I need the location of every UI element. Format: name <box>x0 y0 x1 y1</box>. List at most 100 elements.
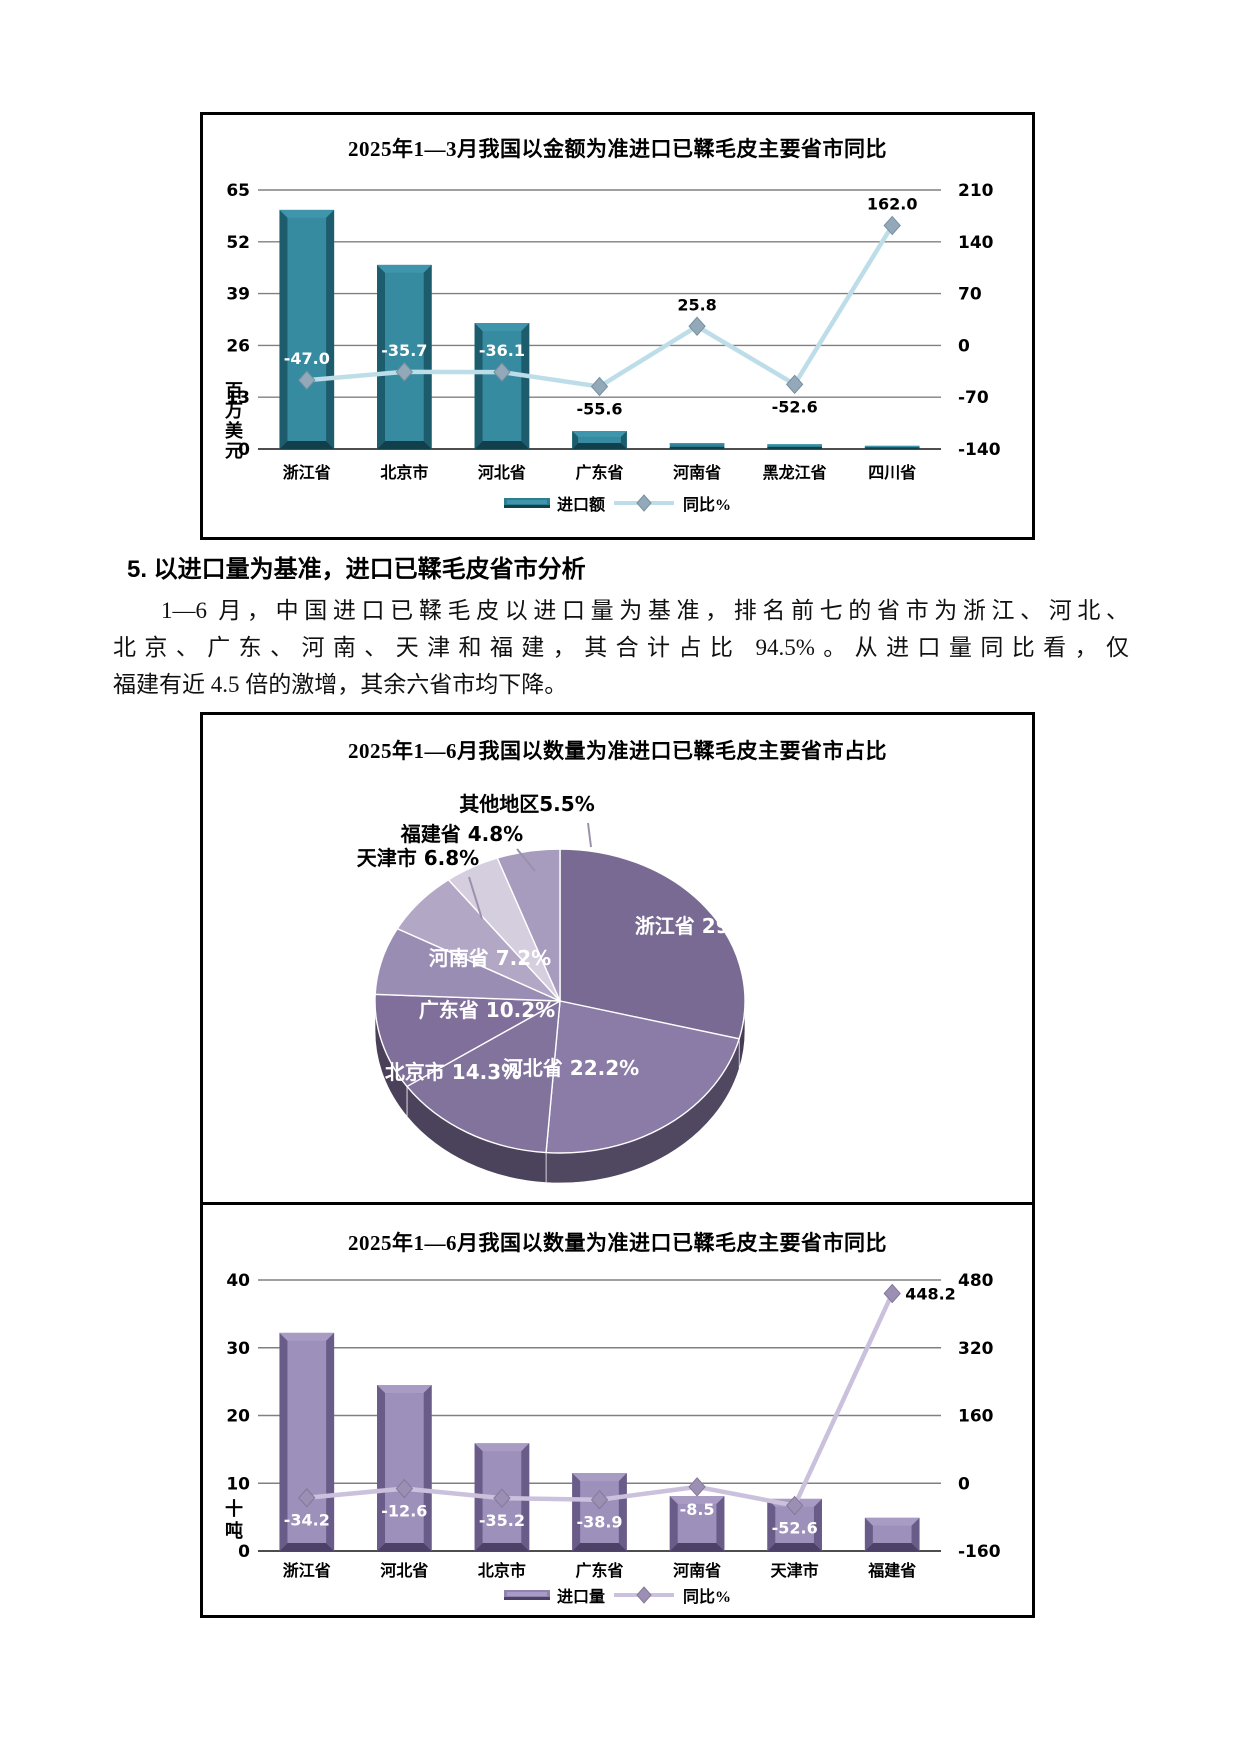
bar <box>572 431 627 449</box>
pie-slice <box>545 1000 740 1154</box>
section-paragraph: 1—6 月，中国进口已鞣毛皮以进口量为基准，排名前七的省市为浙江、河北、 北京、… <box>113 592 1129 703</box>
category-label: 四川省 <box>868 463 916 482</box>
data-label: -12.6 <box>381 1502 427 1521</box>
legend-line-swatch <box>612 1586 676 1604</box>
qty-yoy-chart-figure: 2025年1—6月我国以数量为准进口已鞣毛皮主要省市同比 40 30 20 10 0 48… <box>200 1202 1035 1618</box>
value-yoy-chart-legend: 进口额 同比% <box>203 491 1032 515</box>
data-label: -52.6 <box>772 1519 818 1538</box>
category-label: 福建省 <box>867 1561 916 1580</box>
bar <box>474 323 530 449</box>
category-label: 广东省 <box>575 463 623 482</box>
qty-yoy-chart-plot: 40 30 20 10 0 480 320 160 0 -160 十吨 -34.2 -12.6 -35.2… <box>225 1271 1001 1580</box>
svg-text:百: 百 <box>225 381 243 402</box>
pie-slice-label: 广东省 10.2% <box>419 998 555 1022</box>
bar <box>572 1473 627 1551</box>
data-label: -55.6 <box>576 400 622 419</box>
line-marker <box>636 494 652 512</box>
svg-text:万: 万 <box>224 401 243 422</box>
line-marker <box>590 376 609 397</box>
pie-slice-label: 天津市 6.8% <box>357 846 479 870</box>
bar <box>767 444 822 449</box>
left-tick-label: 20 <box>226 1407 250 1427</box>
section-heading: 5. 以进口量为基准，进口已鞣毛皮省市分析 <box>127 556 586 583</box>
legend-bar-swatch <box>503 496 550 510</box>
line-marker <box>298 1487 316 1508</box>
svg-text:十: 十 <box>225 1498 243 1520</box>
category-label: 浙江省 <box>283 1561 331 1580</box>
data-label: -35.2 <box>479 1511 525 1530</box>
data-label: -47.0 <box>284 349 330 368</box>
pie-slice-label: 其他地区5.5% <box>459 792 594 816</box>
pie-labels: 浙江省 29.0% 河北省 22.2%北京市 14.3% 广东省 10.2% 河南省 … <box>357 792 771 1084</box>
legend-line-label: 同比% <box>683 497 732 514</box>
category-label: 河北省 <box>380 1561 428 1580</box>
data-label: -52.6 <box>772 397 818 416</box>
data-label: -34.2 <box>284 1511 330 1530</box>
category-label: 广东省 <box>575 1561 623 1580</box>
right-tick-label: 0 <box>958 1474 970 1494</box>
right-tick-label: 160 <box>958 1407 994 1427</box>
category-label: 天津市 <box>771 1561 819 1580</box>
data-labels: -34.2 -12.6 -35.2 -38.9 -8.5 -52.6 448.2 <box>284 1284 956 1537</box>
svg-text:吨: 吨 <box>225 1520 243 1542</box>
pie-slice <box>559 848 746 1040</box>
bar <box>864 445 920 449</box>
data-label: 162.0 <box>867 195 918 214</box>
data-label: -36.1 <box>479 341 525 360</box>
bar <box>669 443 725 449</box>
line-marker <box>883 215 901 236</box>
bar <box>864 1517 920 1551</box>
left-tick-label: 40 <box>226 1271 250 1291</box>
line-marker <box>785 374 804 395</box>
qty-yoy-chart-title: 2025年1—6月我国以数量为准进口已鞣毛皮主要省市同比 <box>348 1231 887 1255</box>
line-series <box>298 215 901 397</box>
line-marker <box>688 316 706 337</box>
category-label: 北京市 <box>380 463 428 482</box>
value-yoy-chart-figure: 2025年1—3月我国以金额为准进口已鞣毛皮主要省市同比 65 52 39 26 13 0… <box>200 112 1035 540</box>
data-label: -35.7 <box>381 341 427 360</box>
pie-slice-label: 河北省 22.2% <box>503 1056 639 1080</box>
pie-label-leader <box>516 848 536 872</box>
left-tick-label: 65 <box>226 181 250 201</box>
category-label: 河南省 <box>673 463 721 482</box>
line-marker <box>688 1477 706 1497</box>
right-tick-label: 140 <box>958 233 994 253</box>
right-tick-label: -160 <box>958 1542 1001 1562</box>
right-tick-label: 480 <box>958 1271 994 1291</box>
qty-share-pie-title: 2025年1—6月我国以数量为准进口已鞣毛皮主要省市占比 <box>348 739 887 763</box>
right-tick-label: 70 <box>958 285 982 305</box>
pie-slice <box>406 1000 561 1154</box>
line-marker <box>883 1283 901 1304</box>
left-tick-label: 39 <box>226 285 250 305</box>
line-marker <box>636 1586 652 1604</box>
bar-series <box>279 209 920 449</box>
paragraph-line: 福建有近 4.5 倍的激增，其余六省市均下降。 <box>113 672 568 697</box>
bar <box>669 1496 725 1551</box>
data-label: -8.5 <box>680 1500 715 1519</box>
left-tick-label: 0 <box>238 1542 250 1562</box>
paragraph-line: 1—6 月，中国进口已鞣毛皮以进口量为基准，排名前七的省市为浙江、河北、 <box>161 598 1129 623</box>
pie-slice-label: 河南省 7.2% <box>429 946 551 970</box>
qty-share-pie-figure: 2025年1—6月我国以数量为准进口已鞣毛皮主要省市占比 浙江省 29.0% 河北… <box>200 712 1035 1202</box>
line-marker <box>395 1478 414 1499</box>
category-labels: 浙江省 北京市 河北省 广东省 河南省 黑龙江省 四川省 <box>283 463 916 482</box>
pie-slice-label: 福建省 4.8% <box>400 822 523 846</box>
bar <box>377 1385 432 1551</box>
left-axis-title: 十吨 <box>225 1498 243 1542</box>
line-marker <box>590 1489 609 1510</box>
legend-bar-label: 进口额 <box>556 497 605 514</box>
line-marker <box>785 1495 804 1516</box>
qty-yoy-chart-legend: 进口量 同比% <box>203 1583 1032 1607</box>
qty-share-pie-plot: 浙江省 29.0% 河北省 22.2%北京市 14.3% 广东省 10.2% 河南省 … <box>357 792 771 1184</box>
line-marker <box>298 370 316 390</box>
pie-label-leader <box>468 876 483 920</box>
value-yoy-chart-title: 2025年1—3月我国以金额为准进口已鞣毛皮主要省市同比 <box>348 137 887 161</box>
left-tick-label: 26 <box>226 336 250 356</box>
line-marker <box>395 362 414 382</box>
paragraph-line: 北京、广东、河南、天津和福建，其合计占比 94.5%。从进口量同比看，仅 <box>113 635 1129 660</box>
right-tick-label: -140 <box>958 440 1001 460</box>
right-tick-label: -70 <box>958 388 989 408</box>
legend-bar-label: 进口量 <box>556 1589 605 1606</box>
